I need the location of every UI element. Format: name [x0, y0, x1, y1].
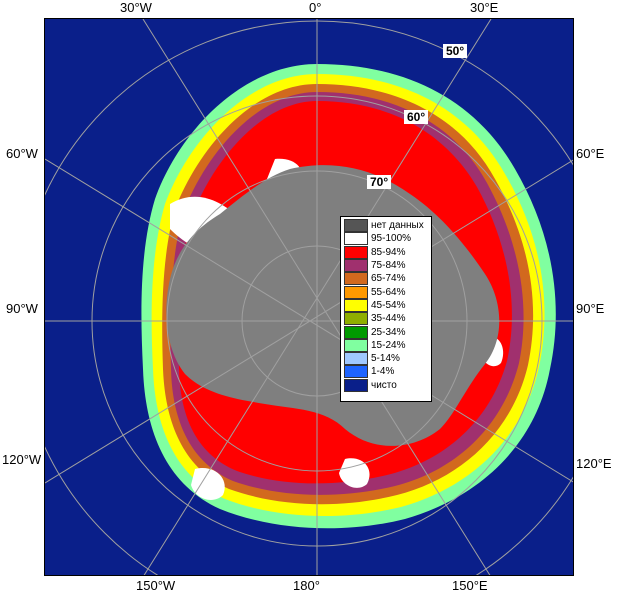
legend-item: 5-14% [344, 352, 428, 366]
legend-item: 65-74% [344, 272, 428, 286]
legend-label: 95-100% [371, 233, 412, 245]
legend-label: 15-24% [371, 339, 406, 351]
legend-label: нет данных [371, 220, 424, 232]
legend: нет данных 95-100% 85-94% 75-84% 65-74% 55-64… [340, 216, 432, 402]
lon-label-90e: 90°E [576, 301, 605, 316]
legend-swatch [344, 245, 368, 259]
polar-projection [45, 19, 573, 575]
legend-item: 85-94% [344, 245, 428, 259]
lon-label-150w: 150°W [136, 578, 176, 593]
legend-label: 45-54% [371, 299, 406, 311]
lon-label-0: 0° [309, 0, 322, 15]
meridian-150 [143, 19, 492, 575]
legend-swatch [344, 338, 368, 352]
legend-swatch [344, 378, 368, 392]
legend-label: 25-34% [371, 326, 406, 338]
legend-swatch [344, 352, 368, 366]
legend-item: нет данных [344, 219, 428, 233]
ice-patch-95-100 [339, 458, 370, 488]
legend-label: 85-94% [371, 246, 406, 258]
legend-label: 5-14% [371, 353, 400, 365]
legend-swatch [344, 298, 368, 312]
legend-item: 55-64% [344, 285, 428, 299]
legend-item: 45-54% [344, 298, 428, 312]
lon-label-150e: 150°E [452, 578, 488, 593]
lon-label-60e: 60°E [576, 146, 605, 161]
lon-label-120w: 120°W [2, 452, 42, 467]
lat-label-50: 50° [443, 44, 468, 58]
lon-label-30e: 30°E [470, 0, 499, 15]
legend-item: 35-44% [344, 312, 428, 326]
legend-label: чисто [371, 379, 397, 391]
ice-patch-95-100 [191, 468, 225, 500]
legend-swatch [344, 259, 368, 273]
legend-item: 1-4% [344, 365, 428, 379]
legend-item: 25-34% [344, 325, 428, 339]
legend-swatch [344, 272, 368, 286]
lat-label-60: 60° [404, 110, 429, 124]
lon-label-60w: 60°W [6, 146, 38, 161]
legend-label: 75-84% [371, 260, 406, 272]
lon-label-90w: 90°W [6, 301, 38, 316]
lat-label-70: 70° [367, 175, 392, 189]
legend-label: 55-64% [371, 286, 406, 298]
legend-item: 95-100% [344, 232, 428, 246]
legend-item: 75-84% [344, 259, 428, 273]
lon-label-120e: 120°E [576, 456, 612, 471]
legend-label: 1-4% [371, 366, 395, 378]
legend-item: 15-24% [344, 338, 428, 352]
lon-label-30w: 30°W [120, 0, 152, 15]
legend-swatch [344, 219, 368, 233]
sea-ice-map [44, 18, 574, 576]
legend-swatch [344, 232, 368, 246]
legend-item: чисто [344, 378, 428, 392]
lon-label-180: 180° [293, 578, 320, 593]
legend-swatch [344, 365, 368, 379]
legend-label: 65-74% [371, 273, 406, 285]
legend-swatch [344, 312, 368, 326]
legend-swatch [344, 325, 368, 339]
legend-label: 35-44% [371, 313, 406, 325]
legend-swatch [344, 285, 368, 299]
meridian-120 [45, 159, 573, 484]
